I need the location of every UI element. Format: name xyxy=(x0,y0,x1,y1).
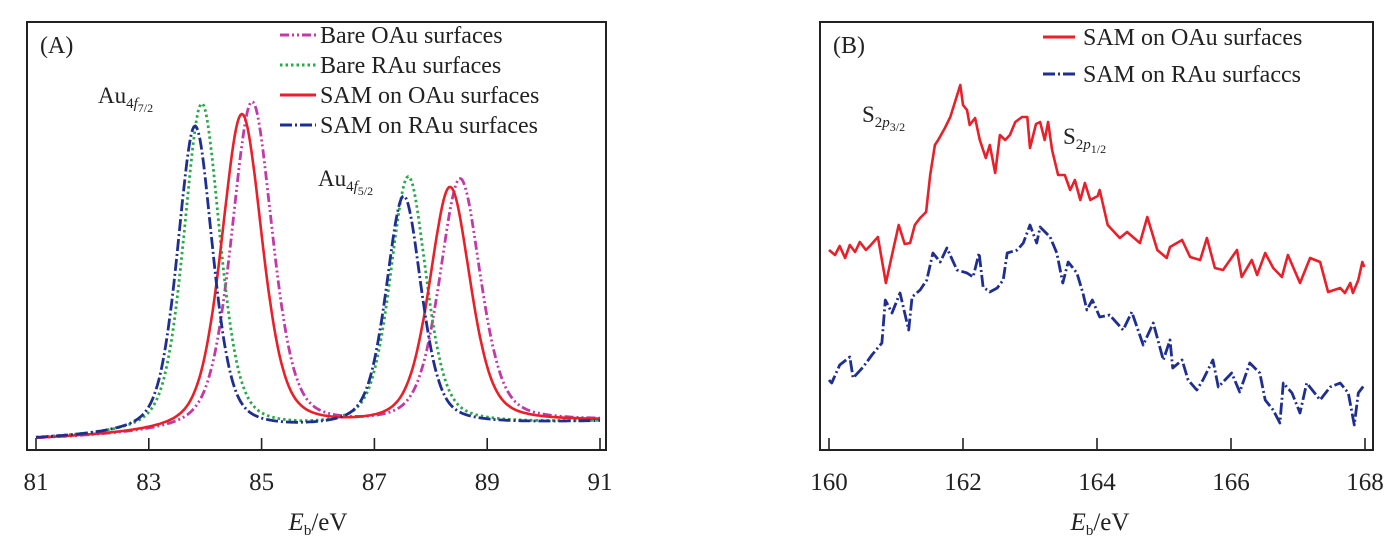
annotation-element: S xyxy=(1063,124,1076,149)
x-tick-label: 91 xyxy=(588,469,613,496)
x-tick-label: 168 xyxy=(1346,469,1384,496)
annotation-orbital: f xyxy=(134,96,140,112)
legend-label: SAM on OAu surfaces xyxy=(1083,25,1302,51)
x-axis-label-unit: /eV xyxy=(311,509,347,536)
legend-label: SAM on OAu surfaces xyxy=(320,83,539,109)
peak-annotation: Au4f5/2 xyxy=(318,166,373,198)
legend-label: Bare RAu surfaces xyxy=(320,53,501,79)
panel-a-chart: 81 83 85 87 89 91 Eb/eV (A) Bare OAu surfaces Bar… xyxy=(24,21,613,539)
annotation-spin-orbit: 1/2 xyxy=(1091,142,1106,156)
peak-annotation: S2p3/2 xyxy=(862,102,905,134)
x-tick-label: 83 xyxy=(136,469,161,496)
x-axis-label: Eb/eV xyxy=(1070,509,1130,539)
x-axis-label-unit: /eV xyxy=(1093,509,1129,536)
annotation-orbital: f xyxy=(354,179,360,195)
annotation-subscript: 4 xyxy=(126,96,134,112)
x-tick-label: 164 xyxy=(1078,469,1116,496)
legend-label: SAM on RAu surfaccs xyxy=(1083,62,1301,88)
series-line-2 xyxy=(35,102,600,439)
x-tick-label: 89 xyxy=(475,469,500,496)
legend-label: SAM on RAu surfaces xyxy=(320,113,538,139)
annotation-subscript: 2 xyxy=(875,115,883,131)
x-axis-label-symbol: E xyxy=(1070,509,1086,536)
x-tick-label: 160 xyxy=(810,469,848,496)
annotation-spin-orbit: 7/2 xyxy=(138,101,153,115)
annotation-element: S xyxy=(862,102,875,127)
plot-frame xyxy=(26,21,607,451)
series-line-1 xyxy=(828,83,1366,295)
legend-label: Bare OAu surfaces xyxy=(320,23,503,49)
x-axis-label-subscript: b xyxy=(1086,523,1094,539)
series-line-2 xyxy=(827,223,1366,427)
x-tick-label: 81 xyxy=(24,469,49,496)
peak-annotation: S2p1/2 xyxy=(1063,124,1106,156)
annotation-element: Au xyxy=(98,83,127,108)
panel-b-chart: 160 162 164 166 168 Eb/eV (B) SAM on OAu surfac… xyxy=(810,21,1384,539)
annotation-subscript: 2 xyxy=(1076,137,1084,153)
x-tick-label: 85 xyxy=(249,469,274,496)
panel-label: (B) xyxy=(833,33,865,59)
x-tick-label: 87 xyxy=(362,469,387,496)
annotation-orbital: p xyxy=(881,115,890,131)
x-axis-label-subscript: b xyxy=(304,523,312,539)
peak-annotation: Au4f7/2 xyxy=(98,83,153,115)
annotation-element: Au xyxy=(318,166,347,191)
x-axis-label: Eb/eV xyxy=(288,509,348,539)
x-tick-label: 166 xyxy=(1212,469,1250,496)
series-line-3 xyxy=(35,112,600,439)
x-axis-label-symbol: E xyxy=(288,509,304,536)
annotation-spin-orbit: 3/2 xyxy=(890,120,905,134)
x-tick-label: 162 xyxy=(944,469,982,496)
series-line-1 xyxy=(35,100,601,440)
annotation-subscript: 4 xyxy=(346,179,354,195)
panel-label: (A) xyxy=(40,33,73,59)
annotation-spin-orbit: 5/2 xyxy=(358,184,373,198)
series-line-4 xyxy=(35,124,600,439)
annotation-orbital: p xyxy=(1082,137,1091,153)
